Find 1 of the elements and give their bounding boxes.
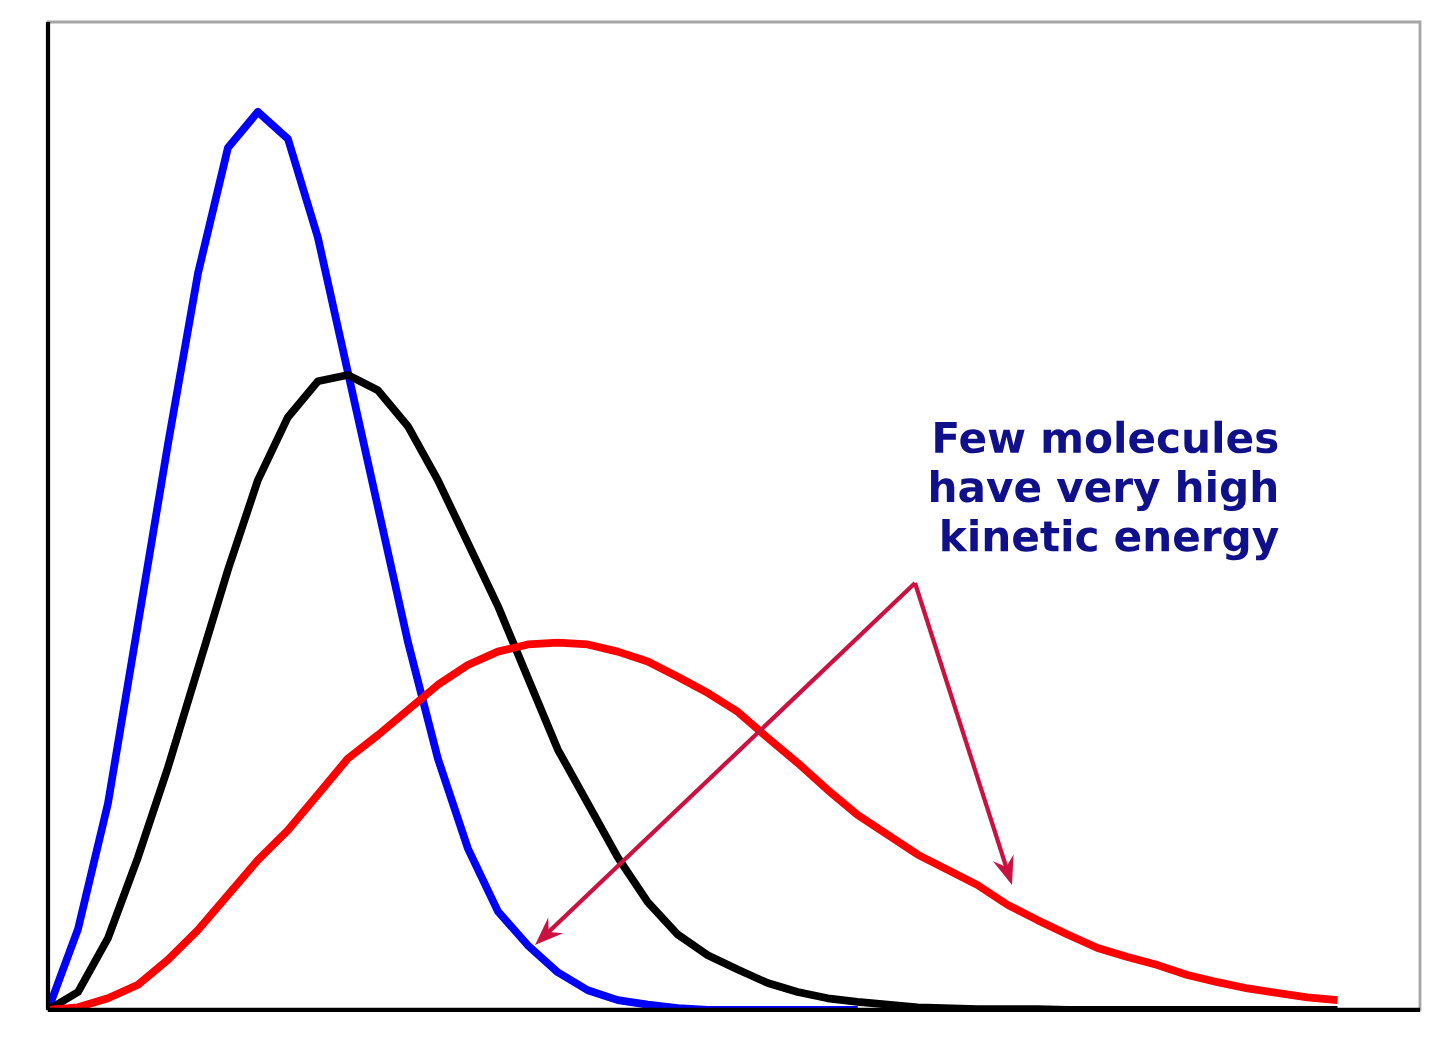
annotation: Few molecules have very high kinetic energy xyxy=(931,420,1279,561)
